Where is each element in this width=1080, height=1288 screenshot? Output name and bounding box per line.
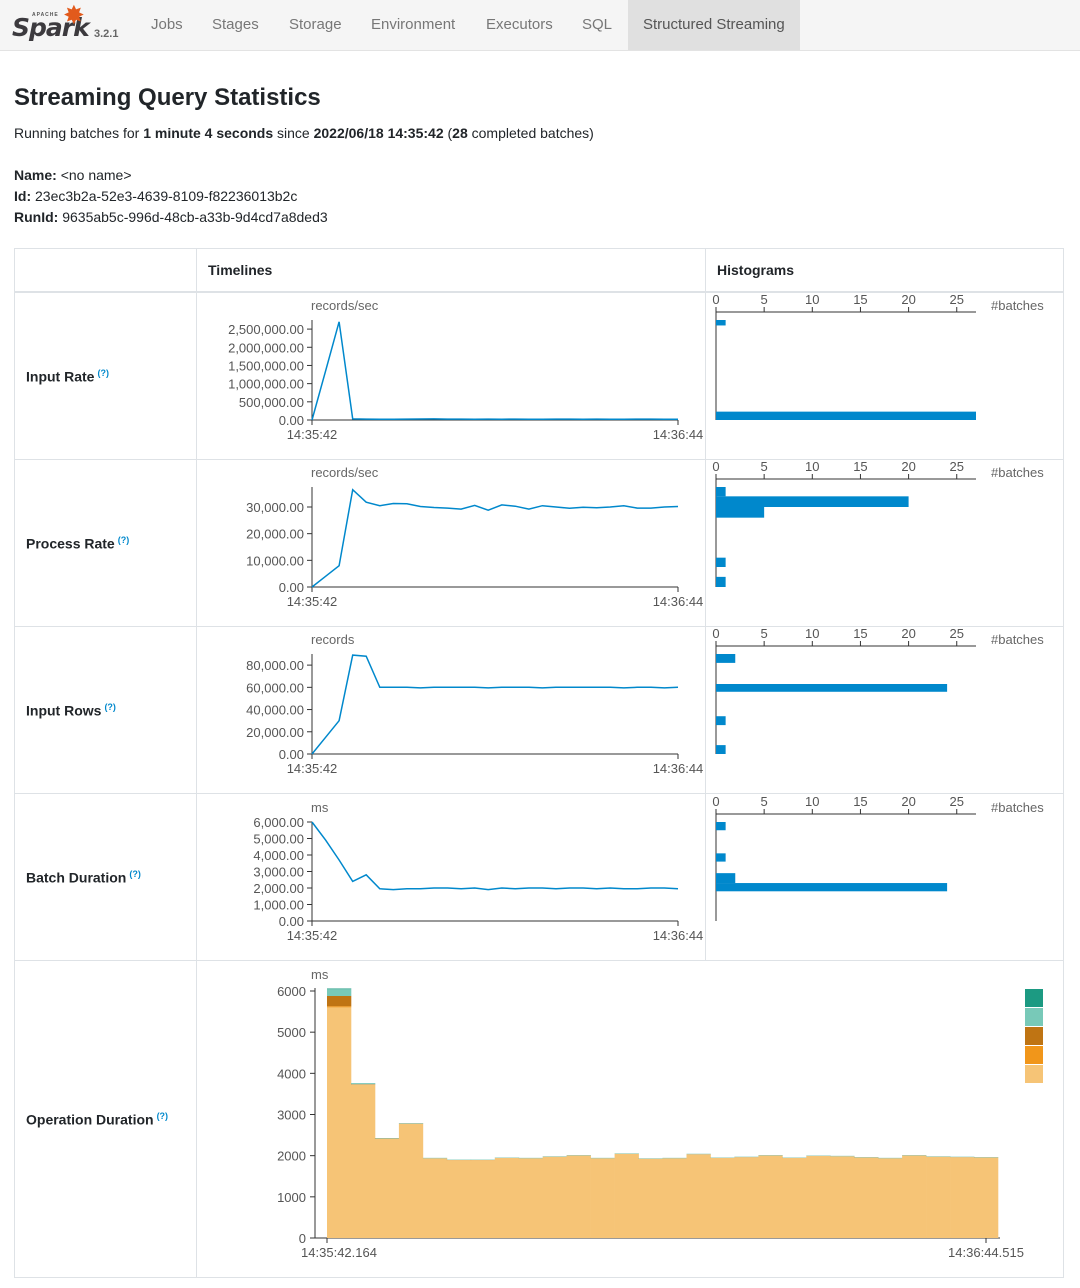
- row-label-operation-duration: Operation Duration (?): [26, 1111, 169, 1128]
- row-divider: [14, 960, 1064, 961]
- help-link[interactable]: (?): [156, 1111, 169, 1121]
- spark-star-icon: ✸: [63, 0, 85, 30]
- help-link[interactable]: (?): [117, 535, 130, 545]
- help-link[interactable]: (?): [104, 702, 116, 712]
- tab-sql[interactable]: SQL: [582, 16, 613, 33]
- col-divider: [705, 248, 706, 960]
- spark-text: Spark: [12, 13, 90, 42]
- tab-storage[interactable]: Storage: [289, 16, 342, 33]
- tab-executors[interactable]: Executors: [486, 16, 553, 33]
- header-divider: [14, 291, 1064, 293]
- col-divider: [196, 248, 197, 1278]
- row-label-process-rate: Process Rate (?): [26, 535, 130, 552]
- tab-structured-streaming[interactable]: Structured Streaming: [628, 0, 800, 50]
- stats-table: [14, 248, 1064, 1278]
- apache-text: APACHE: [32, 12, 59, 18]
- histograms-header: Histograms: [717, 262, 795, 278]
- help-link[interactable]: (?): [129, 869, 141, 879]
- timelines-header: Timelines: [208, 262, 273, 278]
- query-runid: RunId: 9635ab5c-996d-48cb-a33b-9d4cd7a8d…: [14, 209, 328, 225]
- tab-environment[interactable]: Environment: [371, 16, 456, 33]
- row-divider: [14, 793, 1064, 794]
- row-label-batch-duration: Batch Duration (?): [26, 869, 141, 886]
- tab-stages[interactable]: Stages: [212, 16, 259, 33]
- row-label-input-rows: Input Rows (?): [26, 702, 116, 719]
- page-title: Streaming Query Statistics: [14, 84, 321, 111]
- query-id: Id: 23ec3b2a-52e3-4639-8109-f82236013b2c: [14, 188, 298, 204]
- running-summary: Running batches for 1 minute 4 seconds s…: [14, 125, 594, 141]
- help-link[interactable]: (?): [97, 368, 109, 378]
- query-name: Name: <no name>: [14, 167, 132, 183]
- row-divider: [14, 626, 1064, 627]
- tab-jobs[interactable]: Jobs: [151, 16, 183, 33]
- row-divider: [14, 459, 1064, 460]
- navbar: APACHE Spark ✸ 3.2.1 Jobs Stages Storage…: [0, 0, 1080, 51]
- version-label: 3.2.1: [94, 28, 119, 40]
- row-label-input-rate: Input Rate (?): [26, 368, 109, 385]
- spark-logo[interactable]: APACHE Spark ✸ 3.2.1: [12, 2, 127, 48]
